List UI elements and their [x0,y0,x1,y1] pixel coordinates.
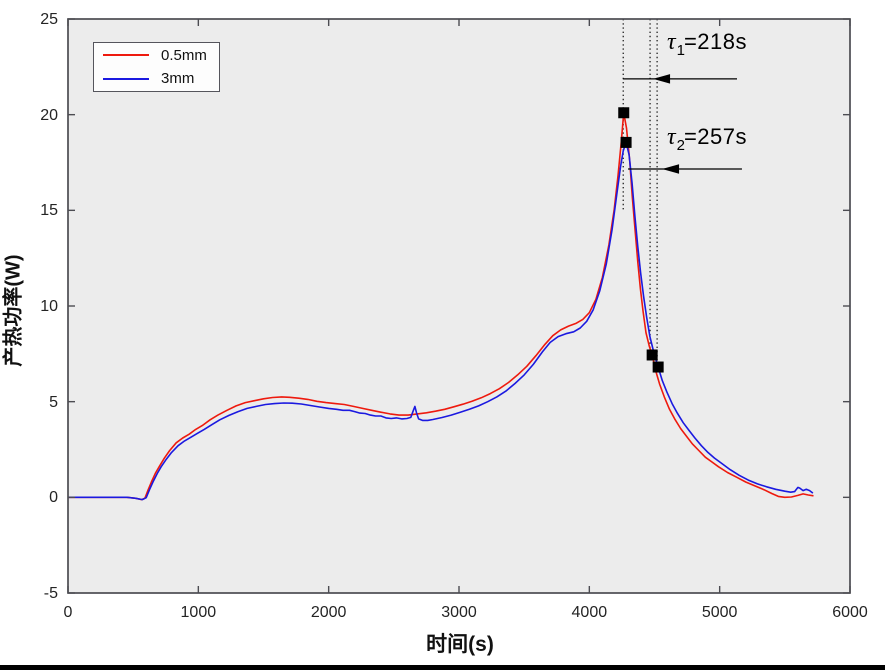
data-marker [652,361,664,373]
series-line-1 [68,141,814,501]
legend-item: 0.5mm [94,44,219,66]
x-tick-label: 5000 [701,604,738,621]
tau2-annotation: τ2=257s [667,124,747,154]
legend-label: 3mm [161,70,195,88]
y-tick-label: 15 [40,202,58,220]
y-tick-label: 25 [40,11,58,28]
tau2-symbol: τ [667,124,676,150]
tau1-annotation: τ1=218s [667,29,747,59]
data-marker [646,349,658,361]
data-marker [618,107,630,119]
legend-item: 3mm [94,68,219,90]
legend-line-blue-icon [103,77,149,80]
legend-line-red-icon [103,54,149,57]
y-tick-label: 10 [40,298,58,315]
x-tick-label: 1000 [180,604,217,621]
y-tick-label: 0 [49,489,58,507]
tau2-value: =257s [683,124,747,149]
y-tick-label: -5 [43,585,58,602]
x-tick-label: 0 [63,604,73,621]
series-line-0 [68,112,814,501]
bottom-window-edge [0,665,885,670]
tau1-symbol: τ [667,29,676,55]
x-tick-label: 6000 [832,604,868,621]
x-tick-label: 3000 [441,604,477,621]
plot-area [68,19,850,593]
tau1-value: =218s [683,29,747,54]
data-marker [620,136,632,148]
tau1-subscript: 1 [676,42,685,59]
x-tick-label: 2000 [310,604,347,621]
legend-label: 0.5mm [161,46,207,64]
tau2-subscript: 2 [676,137,685,154]
x-tick-label: 4000 [571,604,608,621]
tau-arrow-head [653,74,671,84]
x-axis-label: 时间(s) [426,633,494,656]
y-tick-label: 20 [40,106,58,124]
legend: 0.5mm 3mm [93,42,220,92]
tau-arrow-head [662,164,680,174]
y-axis-label: 产热功率(W) [2,254,25,367]
y-tick-label: 5 [49,393,58,411]
